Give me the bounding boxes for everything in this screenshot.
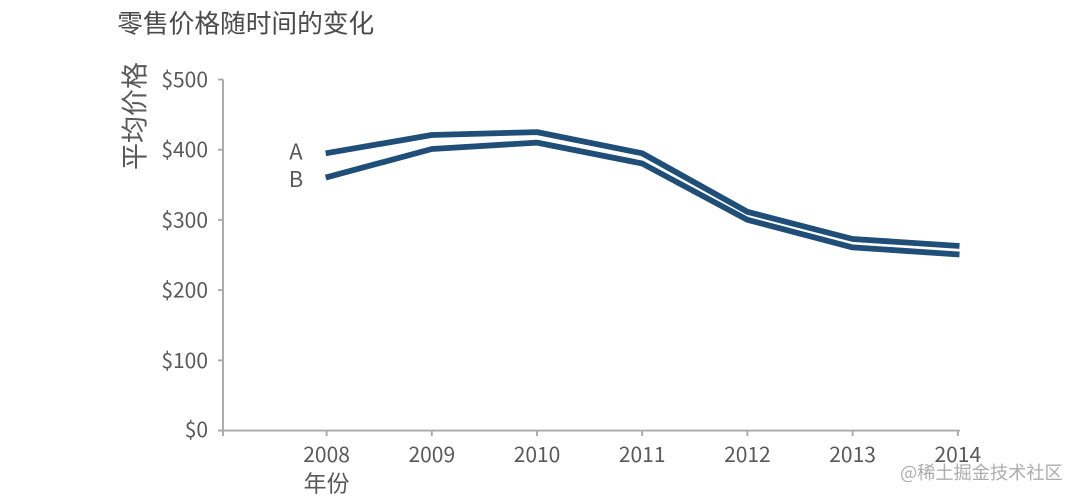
svg-text:年份: 年份 xyxy=(304,465,350,499)
svg-text:$400: $400 xyxy=(161,134,208,164)
svg-text:A: A xyxy=(289,135,303,167)
svg-text:$0: $0 xyxy=(185,414,208,444)
svg-text:2008: 2008 xyxy=(303,439,350,469)
svg-text:2010: 2010 xyxy=(514,439,561,469)
svg-text:2013: 2013 xyxy=(829,439,876,469)
svg-text:$500: $500 xyxy=(161,64,208,94)
svg-text:2011: 2011 xyxy=(619,439,666,469)
svg-text:$200: $200 xyxy=(161,275,208,305)
svg-text:平均价格: 平均价格 xyxy=(114,62,153,170)
svg-text:$300: $300 xyxy=(161,204,208,234)
svg-text:2009: 2009 xyxy=(408,439,455,469)
svg-text:2014: 2014 xyxy=(934,439,981,469)
svg-text:B: B xyxy=(289,162,303,194)
svg-text:2012: 2012 xyxy=(724,439,771,469)
svg-text:零售价格随时间的变化: 零售价格随时间的变化 xyxy=(117,3,374,40)
svg-text:$100: $100 xyxy=(161,345,208,375)
svg-text:@稀土掘金技术社区: @稀土掘金技术社区 xyxy=(900,459,1063,485)
